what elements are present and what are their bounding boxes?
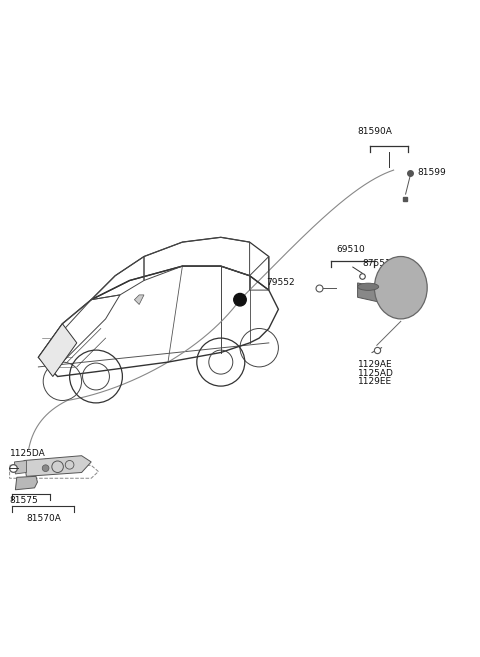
Circle shape	[234, 294, 246, 306]
Text: 81599: 81599	[418, 168, 446, 177]
Text: 69510: 69510	[336, 245, 365, 254]
Text: 1125AD: 1125AD	[358, 369, 394, 378]
Polygon shape	[24, 456, 91, 476]
Polygon shape	[358, 283, 379, 302]
Text: 81570A: 81570A	[26, 514, 61, 522]
Text: 87551: 87551	[362, 260, 391, 268]
Polygon shape	[38, 324, 77, 376]
Text: 81590A: 81590A	[357, 127, 392, 136]
Ellipse shape	[358, 283, 379, 290]
Text: 1125DA: 1125DA	[10, 449, 45, 458]
Polygon shape	[134, 295, 144, 304]
Ellipse shape	[374, 256, 427, 319]
Text: 81575: 81575	[10, 496, 38, 505]
Polygon shape	[15, 476, 37, 489]
Circle shape	[42, 464, 49, 472]
Text: 1129AE: 1129AE	[358, 360, 392, 369]
Text: 79552: 79552	[266, 279, 295, 287]
Polygon shape	[14, 461, 26, 474]
Text: 1129EE: 1129EE	[358, 377, 392, 386]
